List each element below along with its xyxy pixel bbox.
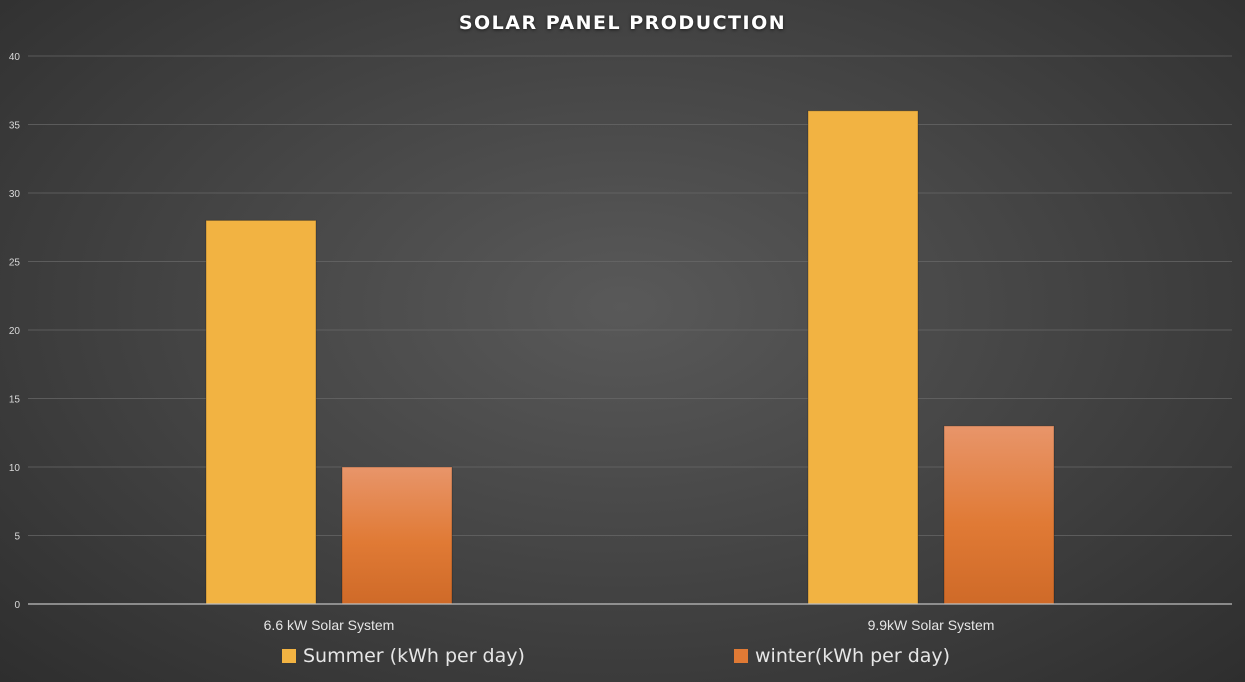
y-tick-label: 20 [9,326,21,337]
y-tick-label: 5 [14,532,20,543]
y-tick-label: 10 [9,463,21,474]
x-category-label: 6.6 kW Solar System [264,617,395,633]
x-category-label: 9.9kW Solar System [868,617,995,633]
chart-title: SOLAR PANEL PRODUCTION [458,12,787,34]
legend-label-summer: Summer (kWh per day) [303,645,525,667]
y-tick-label: 30 [9,189,21,200]
chart-legend: Summer (kWh per day) winter(kWh per day) [0,645,1245,675]
bar-summer [205,219,317,605]
legend-item-winter: winter(kWh per day) [734,645,950,667]
legend-swatch-summer [282,649,296,663]
bar-winter [341,466,453,605]
y-tick-label: 40 [9,52,21,63]
legend-item-summer: Summer (kWh per day) [282,645,525,667]
bar-summer [807,110,919,605]
y-tick-label: 15 [9,395,21,406]
legend-label-winter: winter(kWh per day) [755,645,951,667]
y-tick-label: 25 [9,258,21,269]
bar-winter [943,425,1055,605]
y-tick-label: 0 [14,600,20,611]
legend-swatch-winter [734,649,748,663]
y-tick-label: 35 [9,121,21,132]
